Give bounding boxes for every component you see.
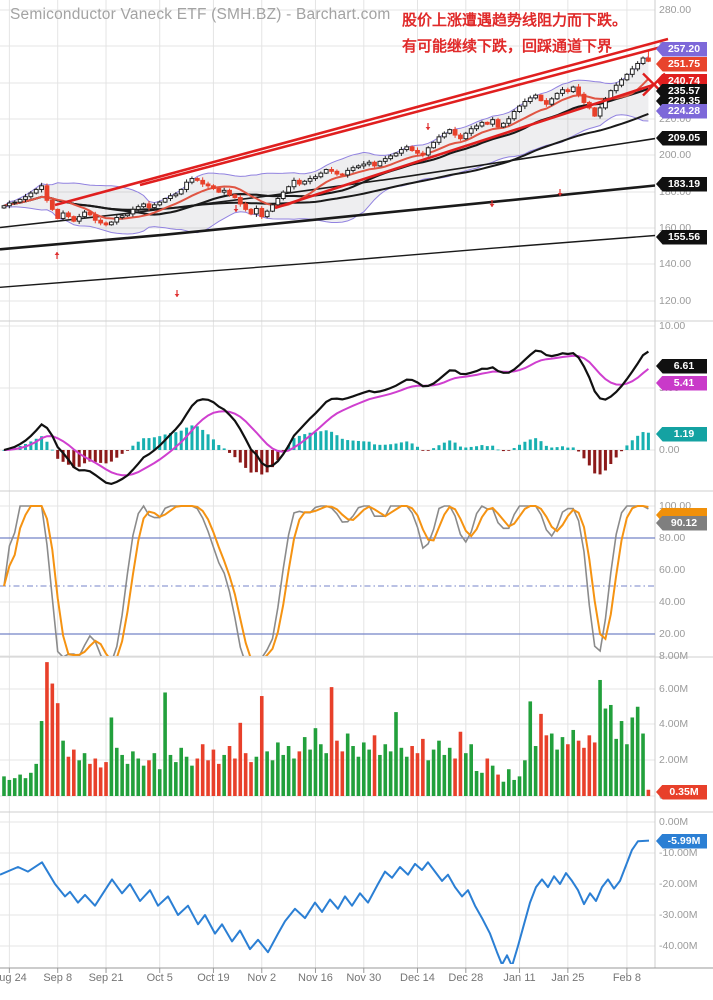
macd-signal-line <box>3 354 650 477</box>
stochastic-d-line <box>3 505 649 656</box>
red-arrow-marker <box>425 123 431 130</box>
ma100-line <box>0 137 655 229</box>
macd-panel <box>2 349 650 486</box>
bollinger-upper-line <box>3 56 649 207</box>
upper-channel-b <box>139 44 666 187</box>
annotation-text: 股价上涨遭遇趋势线阻力而下跌。 有可能继续下跌，回踩通道下界 <box>402 8 627 60</box>
red-arrow-marker <box>557 189 563 196</box>
chart-title: Semiconductor Vaneck ETF (SMH.BZ) - Barc… <box>10 6 391 23</box>
ma200-line <box>0 234 655 288</box>
stochastic-panel <box>0 504 655 656</box>
price-panel <box>0 51 655 288</box>
flow-line <box>0 839 650 964</box>
red-arrow-marker <box>489 200 495 207</box>
volume-panel <box>2 662 651 796</box>
upper-channel-a <box>54 37 669 207</box>
red-arrow-marker <box>54 252 60 259</box>
macd-line <box>3 349 650 486</box>
flow-panel <box>0 839 650 964</box>
annotation-line-2: 有可能继续下跌，回踩通道下界 <box>402 38 613 55</box>
red-arrow-marker <box>174 290 180 297</box>
sma10-red-line <box>3 78 650 220</box>
red-arrow-marker <box>233 205 239 212</box>
candlestick-series <box>1 51 651 227</box>
lower-channel <box>274 82 657 210</box>
ma150-line <box>0 184 655 251</box>
annotation-line-1: 股价上涨遭遇趋势线阻力而下跌。 <box>402 12 628 29</box>
bollinger-lower-line <box>3 114 649 235</box>
